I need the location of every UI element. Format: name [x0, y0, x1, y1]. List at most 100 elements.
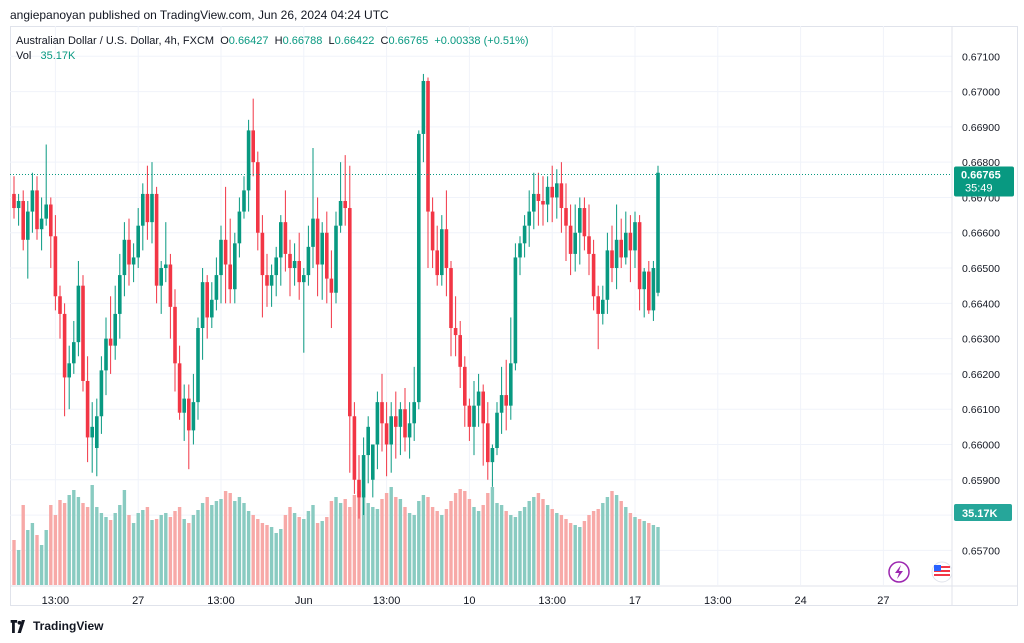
legend-low-label: L — [328, 35, 335, 47]
volume-bar — [573, 525, 577, 585]
x-tick-label: 13:00 — [538, 595, 566, 607]
candle-body — [398, 409, 403, 427]
footer-brand-label: TradingView — [33, 619, 104, 633]
x-tick-label: Jun — [295, 595, 313, 607]
candle-body — [141, 193, 145, 226]
candle-body — [242, 190, 246, 212]
volume-bar — [463, 491, 467, 585]
candle-body — [637, 222, 642, 290]
volume-bar — [338, 503, 343, 585]
volume-bar — [104, 517, 108, 585]
y-tick-label: 0.66000 — [962, 439, 1000, 451]
candle-body — [150, 193, 154, 223]
volume-bar — [76, 497, 81, 585]
volume-bar — [348, 507, 352, 585]
candle-body — [279, 222, 283, 258]
legend-change: +0.00338 (+0.51%) — [434, 35, 529, 47]
lightning-icon[interactable] — [888, 561, 910, 583]
volume-bar — [440, 515, 444, 585]
candle-body — [504, 395, 508, 406]
candle-body — [191, 402, 196, 431]
volume-bar — [246, 511, 251, 585]
candle-body — [550, 186, 554, 198]
candle-body — [306, 246, 311, 276]
candle-body — [527, 211, 531, 226]
volume-bar — [118, 505, 122, 585]
volume-bar — [624, 507, 628, 585]
candle-body — [302, 275, 306, 283]
candle-body — [131, 257, 136, 265]
candle-body — [214, 275, 219, 300]
volume-bar — [371, 507, 375, 585]
last-price-tag: 0.66765 35:49 — [954, 166, 1014, 197]
candle-body — [449, 268, 453, 329]
candle-body — [421, 80, 426, 134]
candle-body — [573, 232, 577, 254]
volume-bar — [228, 493, 232, 585]
candle-body — [614, 239, 619, 269]
volume-bar — [545, 505, 550, 585]
volume-bar — [421, 495, 426, 585]
candle-body — [591, 253, 596, 297]
candle-body — [407, 423, 412, 438]
volume-bar — [141, 510, 145, 585]
candle-body — [320, 232, 324, 265]
volume-bar — [35, 535, 39, 585]
legend-high-label: H — [274, 35, 283, 47]
footer-brand[interactable]: TradingView — [10, 619, 103, 633]
candle-body — [426, 80, 430, 212]
volume-bar — [12, 540, 16, 585]
candle-body — [536, 193, 541, 201]
volume-bar — [154, 519, 159, 585]
legend-symbol[interactable]: Australian Dollar / U.S. Dollar, 4h, FXC… — [16, 35, 215, 47]
y-tick-label: 0.67100 — [962, 51, 1000, 63]
candle-body — [30, 190, 35, 212]
candle-body — [237, 211, 242, 244]
volume-bar — [164, 513, 168, 585]
x-tick-label: 10 — [463, 595, 475, 607]
volume-bar — [53, 515, 58, 585]
volume-bar — [504, 511, 508, 585]
us-flag-icon[interactable] — [931, 561, 953, 583]
y-tick-label: 0.66900 — [962, 122, 1000, 134]
volume-bar — [499, 505, 504, 585]
volume-bar — [251, 515, 255, 585]
volume-bar — [214, 501, 219, 585]
candle-body — [472, 405, 476, 427]
candle-body — [164, 264, 168, 269]
volume-bar — [182, 519, 186, 585]
volume-bar — [532, 497, 536, 585]
volume-bar — [329, 501, 334, 585]
x-tick-label: 24 — [794, 595, 806, 607]
legend-volume-label[interactable]: Vol — [16, 50, 32, 62]
candle-body — [154, 193, 159, 286]
volume-bar — [256, 519, 260, 585]
volume-bar — [412, 515, 416, 585]
volume-bar — [610, 491, 614, 585]
candle-body — [610, 250, 614, 269]
volume-bar — [578, 527, 582, 585]
volume-bar — [361, 497, 366, 585]
candle-body — [476, 391, 481, 406]
volume-bar — [292, 513, 297, 585]
volume-bar — [196, 510, 200, 585]
candle-body — [16, 200, 21, 209]
volume-bar — [555, 513, 559, 585]
volume-bar — [656, 527, 660, 585]
chart-legend: Australian Dollar / U.S. Dollar, 4h, FXC… — [16, 34, 529, 64]
volume-bar — [637, 519, 642, 585]
candle-body — [582, 208, 587, 237]
y-tick-label: 0.66600 — [962, 228, 1000, 240]
volume-bar — [343, 499, 347, 585]
volume-bar — [486, 493, 490, 585]
candle-body — [384, 423, 389, 445]
candle-body — [495, 412, 499, 449]
candle-body — [357, 479, 361, 498]
candle-body — [587, 236, 591, 254]
candle-body — [619, 239, 623, 258]
candle-body — [334, 225, 338, 293]
candle-body — [177, 363, 182, 413]
x-tick-label: 17 — [629, 595, 641, 607]
candle-body — [656, 172, 660, 293]
